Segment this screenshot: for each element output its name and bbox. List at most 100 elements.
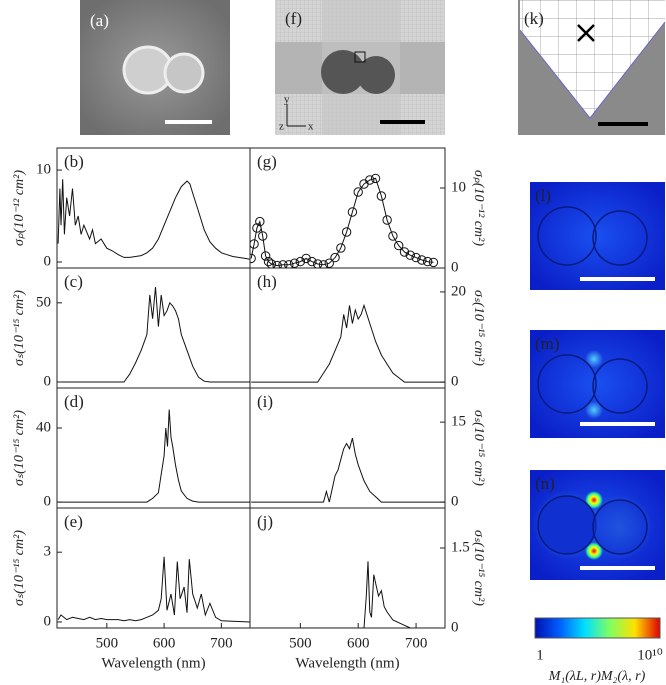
- axis-name: y: [284, 94, 290, 106]
- colorbar-label: M₁(λL, r)M₂(λ, r): [548, 669, 646, 684]
- axis-arrows: [286, 104, 306, 127]
- y-tick-label: 0: [44, 494, 52, 510]
- panel-label: (c): [64, 272, 83, 291]
- x-axis-label: Wavelength (nm): [101, 655, 205, 671]
- data-point: [382, 215, 392, 225]
- panel-label: (g): [257, 152, 277, 171]
- data-point: [260, 251, 271, 261]
- data-point: [422, 256, 433, 267]
- spectrum-line: [57, 556, 250, 623]
- y-tick-label: 50: [36, 294, 51, 310]
- particle: [321, 50, 365, 94]
- data-point: [365, 175, 375, 185]
- y-tick-label: 1.5: [451, 539, 470, 555]
- y-tick-label: 0: [451, 619, 459, 635]
- data-point: [266, 259, 277, 268]
- y-tick-label: 3: [44, 544, 52, 560]
- data-point: [394, 240, 404, 251]
- field-map: (m): [530, 330, 665, 438]
- particle-outline: [592, 499, 648, 555]
- colorbar-tick-label: 10¹⁰: [637, 647, 663, 663]
- panel: [57, 556, 250, 623]
- gap-edge: [519, 21, 666, 119]
- panel: [251, 561, 445, 628]
- data-point: [284, 260, 294, 268]
- particle-outline: [537, 495, 597, 555]
- axis-name: z: [279, 121, 284, 133]
- field-background: [530, 182, 665, 290]
- panel-label: (l): [535, 186, 551, 205]
- particle: [163, 52, 205, 94]
- x-tick-label: 500: [96, 635, 119, 651]
- data-point: [330, 252, 340, 263]
- data-point: [250, 239, 259, 249]
- spectrum-line: [250, 177, 434, 267]
- spectrum-line: [251, 303, 445, 383]
- panel-label: (m): [535, 334, 560, 353]
- axis-name: x: [308, 121, 314, 133]
- sem-image: (a): [80, 0, 230, 135]
- data-point: [347, 207, 358, 217]
- panel-label: (b): [64, 152, 84, 171]
- y-tick-label: 15: [451, 414, 466, 430]
- field-hotspot: [585, 491, 603, 509]
- y-tick-label: 0: [451, 494, 459, 510]
- data-point: [313, 259, 323, 268]
- data-point: [258, 231, 268, 241]
- data-point: [318, 260, 329, 268]
- panel-label: (n): [535, 474, 555, 493]
- y-tick-label: 0: [451, 374, 459, 390]
- data-point: [252, 223, 262, 233]
- data-point: [353, 187, 363, 197]
- panel-label: (a): [90, 11, 109, 30]
- particle-outline: [592, 210, 648, 266]
- y-axis-label: σₛ(10⁻¹⁵ cm²): [12, 530, 27, 606]
- y-tick-label: 20: [451, 283, 466, 299]
- data-point: [411, 252, 421, 263]
- y-axis-label: σₛ(10⁻¹⁵ cm²): [471, 290, 486, 366]
- panel: [58, 286, 250, 383]
- particle-outline: [537, 354, 597, 414]
- field-map: (l): [530, 182, 665, 290]
- y-tick-label: 10: [36, 162, 51, 178]
- panel: [250, 173, 439, 268]
- data-point: [428, 257, 439, 268]
- field-hotspot: [585, 350, 603, 368]
- data-point: [250, 253, 256, 264]
- source-marker: [577, 24, 595, 42]
- data-point: [405, 250, 415, 260]
- y-axis-label: σₚ(10⁻¹² cm²): [12, 170, 27, 246]
- x-tick-label: 700: [405, 635, 428, 651]
- y-tick-label: 10: [451, 179, 466, 195]
- data-point: [301, 253, 311, 264]
- field-hotspot: [585, 542, 603, 560]
- data-point: [341, 227, 352, 237]
- x-axis-label: Wavelength (nm): [295, 655, 399, 671]
- y-axis-label: σₛ(10⁻¹⁵ cm²): [12, 410, 27, 486]
- gap-grid: [520, 0, 665, 118]
- spectrum-line: [251, 561, 445, 628]
- data-point: [263, 256, 274, 267]
- y-axis-label: σₛ(10⁻¹⁵ cm²): [471, 530, 486, 606]
- y-tick-label: 0: [44, 373, 52, 389]
- data-point: [370, 173, 381, 184]
- data-point: [289, 258, 300, 268]
- y-axis-label: σₛ(10⁻¹⁵ cm²): [471, 410, 486, 486]
- data-point: [295, 256, 306, 267]
- data-point: [255, 216, 265, 227]
- y-tick-label: 40: [36, 419, 51, 435]
- spectrum-line: [58, 409, 250, 503]
- y-tick-label: 0: [44, 253, 52, 269]
- data-point: [324, 258, 334, 268]
- spectrum-line: [251, 437, 445, 503]
- y-axis-label: σₚ(10⁻¹² cm²): [471, 170, 486, 246]
- particle-outline: [592, 358, 648, 414]
- field-hotspot: [585, 401, 603, 419]
- data-point: [336, 243, 346, 253]
- spectrum-line: [57, 179, 250, 260]
- panel-label: (f): [285, 9, 302, 28]
- panel-label: (k): [524, 9, 544, 28]
- particle: [357, 56, 395, 94]
- particle-outline: [537, 206, 597, 266]
